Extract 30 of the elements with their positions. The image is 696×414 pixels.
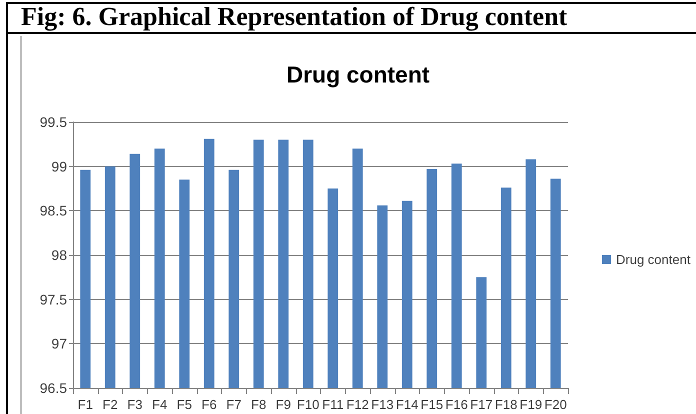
x-tick-label: F7	[226, 397, 242, 412]
y-tick-label: 99	[51, 158, 68, 174]
y-tick-label: 98	[51, 247, 68, 263]
x-tick-label: F18	[494, 397, 518, 412]
x-tick-label: F16	[445, 397, 468, 412]
x-tick-label: F8	[251, 397, 266, 412]
y-tick-label: 98.5	[40, 202, 68, 219]
y-tick-label: 97.5	[40, 291, 68, 308]
x-tick-label: F6	[202, 397, 217, 412]
x-tick-label: F14	[396, 397, 418, 412]
x-tick-label: F3	[127, 397, 142, 412]
y-tick-label: 99.5	[40, 114, 68, 130]
x-tick-label: F5	[176, 397, 192, 412]
x-tick-label: F9	[276, 397, 291, 412]
y-tick-label: 96.5	[40, 380, 68, 396]
x-tick-label: F2	[102, 397, 118, 412]
x-tick-label: F20	[544, 397, 567, 412]
x-tick-label: F4	[152, 397, 168, 412]
x-tick-label: F12	[346, 397, 369, 412]
text: Fig: 6. Graphical Representation of Drug content	[21, 2, 568, 31]
x-tick-label: F19	[520, 397, 542, 412]
x-tick-label: F11	[322, 397, 344, 412]
x-tick-label: F1	[78, 397, 93, 412]
legend-label: Drug content	[616, 252, 691, 267]
chart-title: Drug content	[286, 62, 430, 88]
y-tick-label: 97	[51, 336, 68, 352]
x-tick-label: F15	[420, 397, 444, 412]
x-tick-label: F17	[470, 397, 493, 412]
x-tick-label: F10	[296, 397, 320, 412]
x-tick-label: F13	[371, 397, 394, 412]
